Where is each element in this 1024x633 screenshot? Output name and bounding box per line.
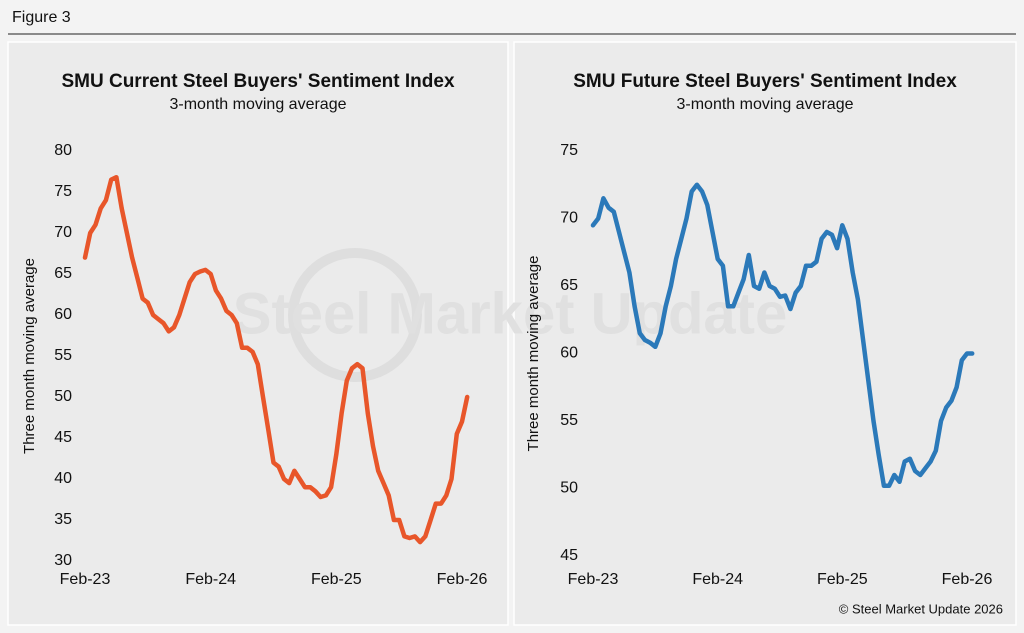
chart: SMU Future Steel Buyers' Sentiment Index…: [525, 71, 992, 588]
x-tick-label: Feb-24: [692, 571, 743, 588]
watermark: Steel Market Update: [233, 281, 787, 346]
x-tick-label: Feb-25: [817, 571, 868, 588]
y-tick-label: 65: [560, 277, 578, 294]
x-tick-label: Feb-26: [437, 571, 488, 588]
y-tick-label: 55: [54, 347, 72, 364]
figure-label: Figure 3: [12, 9, 71, 26]
chart-subtitle: 3-month moving average: [170, 96, 347, 113]
x-tick-label: Feb-23: [60, 571, 111, 588]
y-tick-label: 60: [560, 345, 578, 362]
watermark-logo: [288, 248, 422, 382]
series-line: [82, 174, 470, 545]
y-tick-label: 45: [54, 429, 72, 446]
chart-title: SMU Future Steel Buyers' Sentiment Index: [573, 71, 957, 92]
footer: © Steel Market Update 2026: [839, 601, 1003, 616]
x-tick-label: Feb-24: [185, 571, 236, 588]
y-tick-label: 50: [54, 388, 72, 405]
y-tick-label: 50: [560, 480, 578, 497]
panel: [7, 41, 509, 626]
panel: [513, 41, 1017, 626]
series-line: [590, 182, 975, 489]
y-tick-label: 35: [54, 511, 72, 528]
y-tick-label: 65: [54, 265, 72, 282]
y-tick-label: 70: [54, 224, 72, 241]
chart-subtitle: 3-month moving average: [677, 96, 854, 113]
y-tick-label: 55: [560, 412, 578, 429]
x-tick-label: Feb-23: [568, 571, 619, 588]
y-tick-label: 75: [54, 183, 72, 200]
y-axis-title: Three month moving average: [525, 256, 542, 452]
x-tick-label: Feb-25: [311, 571, 362, 588]
y-tick-label: 40: [54, 470, 72, 487]
x-tick-label: Feb-26: [942, 571, 993, 588]
chart: SMU Current Steel Buyers' Sentiment Inde…: [21, 71, 487, 588]
y-tick-label: 80: [54, 142, 72, 159]
y-tick-label: 30: [54, 552, 72, 569]
y-tick-label: 70: [560, 210, 578, 227]
y-axis-title: Three month moving average: [21, 258, 38, 454]
y-tick-label: 60: [54, 306, 72, 323]
y-tick-label: 45: [560, 547, 578, 564]
chart-title: SMU Current Steel Buyers' Sentiment Inde…: [61, 71, 454, 92]
y-tick-label: 75: [560, 142, 578, 159]
